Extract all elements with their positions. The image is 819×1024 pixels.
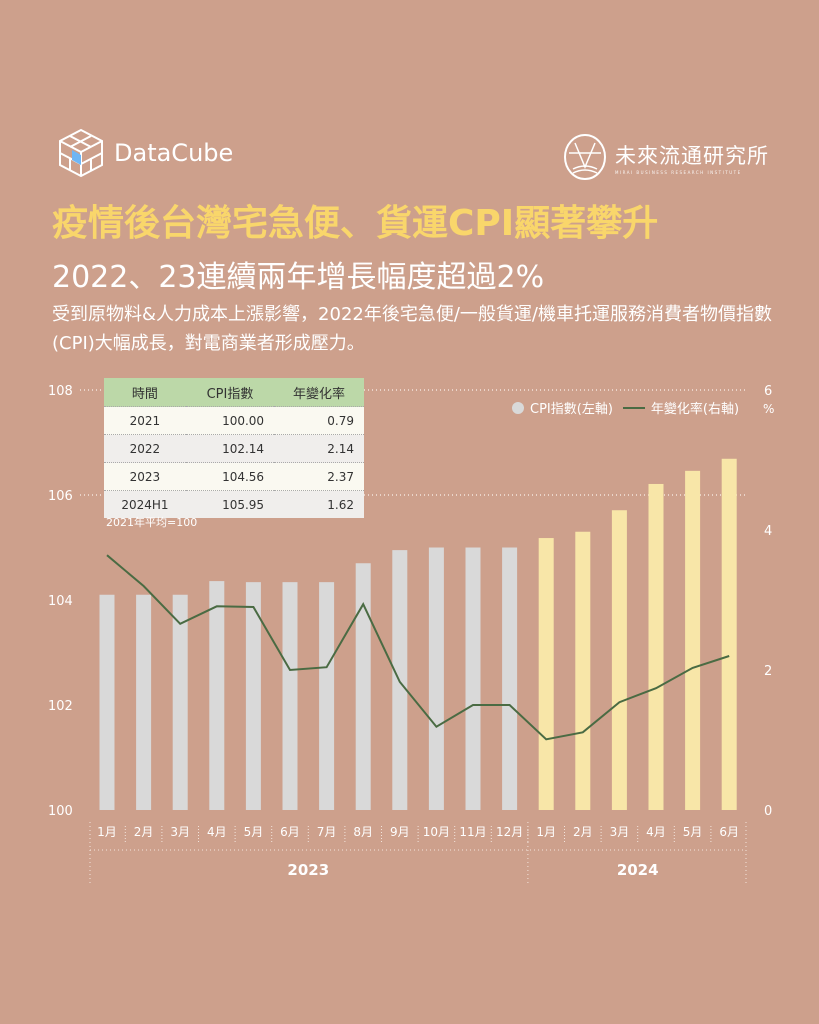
table-row: 2023 104.56 2.37 <box>104 462 364 491</box>
cell: 100.00 <box>185 406 275 435</box>
x-axis-tick: 4月 <box>646 825 666 839</box>
bar <box>685 470 701 810</box>
bar <box>209 581 225 810</box>
x-axis-tick: 4月 <box>207 825 227 839</box>
partner-emblem-icon <box>564 134 606 180</box>
bar <box>648 483 664 810</box>
right-axis-unit: % <box>763 402 774 416</box>
bar <box>428 547 444 810</box>
datacube-logo-text: DataCube <box>114 139 234 167</box>
cell: 2.37 <box>274 462 364 491</box>
bar <box>245 582 261 810</box>
left-axis-tick: 100 <box>48 804 73 819</box>
x-axis-tick: 6月 <box>280 825 300 839</box>
bar <box>465 547 481 810</box>
bar <box>611 510 627 810</box>
cell: 2022 <box>104 434 186 463</box>
partner-logo: 未來流通研究所 MIRAI BUSINESS RESEARCH INSTITUT… <box>563 133 769 181</box>
table-row: 2022 102.14 2.14 <box>104 434 364 463</box>
x-axis-tick: 1月 <box>536 825 556 839</box>
year-group-label: 2023 <box>287 861 329 879</box>
right-axis-tick: 2 <box>764 664 772 679</box>
left-axis-tick: 108 <box>48 384 73 399</box>
legend-bar-swatch <box>512 401 524 414</box>
header-yoy: 年變化率 <box>274 378 364 407</box>
x-axis-tick: 10月 <box>423 825 450 839</box>
x-axis-tick: 12月 <box>496 825 523 839</box>
bar <box>575 531 591 810</box>
bar <box>136 594 152 810</box>
yoy-line <box>106 554 730 741</box>
left-axis-tick: 102 <box>48 699 73 714</box>
right-axis-tick: 0 <box>764 804 772 819</box>
x-axis-tick: 8月 <box>353 825 373 839</box>
bar <box>99 594 115 810</box>
cell: 1.62 <box>274 490 364 518</box>
x-axis-tick: 5月 <box>244 825 264 839</box>
page-title: 疫情後台灣宅急便、貨運CPI顯著攀升 <box>52 203 659 244</box>
table-row: 2021 100.00 0.79 <box>104 406 364 435</box>
summary-table: 時間 CPI指數 年變化率 2021 100.00 0.79 2022 102.14 2… <box>104 378 364 518</box>
cell: 105.95 <box>185 490 275 518</box>
year-group-label: 2024 <box>617 861 659 879</box>
x-axis-tick: 1月 <box>97 825 117 839</box>
header-time: 時間 <box>104 378 186 407</box>
x-axis-tick: 6月 <box>719 825 739 839</box>
cell: 2.14 <box>274 434 364 463</box>
x-axis-tick: 2月 <box>134 825 154 839</box>
header-cpi: CPI指數 <box>185 378 275 407</box>
legend-line-label: 年變化率(右軸) <box>650 402 740 417</box>
cell: 104.56 <box>185 462 275 491</box>
legend-bar-label: CPI指數(左軸) <box>530 402 613 417</box>
table-header-row: 時間 CPI指數 年變化率 <box>104 378 364 407</box>
bar <box>282 582 298 810</box>
left-axis-tick: 106 <box>48 489 73 504</box>
table-row: 2024H1 105.95 1.62 <box>104 490 364 518</box>
bar <box>721 458 737 810</box>
left-axis-tick: 104 <box>48 594 73 609</box>
bar <box>502 547 518 810</box>
x-axis-tick: 3月 <box>610 825 630 839</box>
x-axis-tick: 11月 <box>459 825 486 839</box>
cell: 2021 <box>104 406 186 435</box>
page-subtitle: 2022、23連續兩年增長幅度超過2% <box>52 260 545 295</box>
table-note: 2021年平均=100 <box>106 516 198 529</box>
x-axis-tick: 5月 <box>683 825 703 839</box>
x-axis-tick: 2月 <box>573 825 593 839</box>
x-axis-tick: 9月 <box>390 825 410 839</box>
x-axis-tick: 3月 <box>170 825 190 839</box>
bar <box>172 594 188 810</box>
partner-subtitle: MIRAI BUSINESS RESEARCH INSTITUTE <box>615 169 742 175</box>
description: 受到原物料&人力成本上漲影響，2022年後宅急便/一般貨運/機車托運服務消費者物… <box>52 304 772 354</box>
right-axis-tick: 6 <box>764 384 772 399</box>
cube-icon <box>59 128 103 178</box>
x-axis-tick: 7月 <box>317 825 337 839</box>
cell: 2023 <box>104 462 186 491</box>
partner-name: 未來流通研究所 <box>615 143 769 168</box>
bar <box>355 563 371 810</box>
bar <box>538 538 554 810</box>
legend: CPI指數(左軸) 年變化率(右軸) <box>512 398 739 417</box>
cell: 2024H1 <box>104 490 186 518</box>
legend-line-swatch <box>622 406 645 409</box>
cell: 102.14 <box>185 434 275 463</box>
right-axis-tick: 4 <box>764 524 772 539</box>
bar <box>319 582 335 810</box>
datacube-logo: DataCube <box>58 128 233 178</box>
cell: 0.79 <box>274 406 364 435</box>
